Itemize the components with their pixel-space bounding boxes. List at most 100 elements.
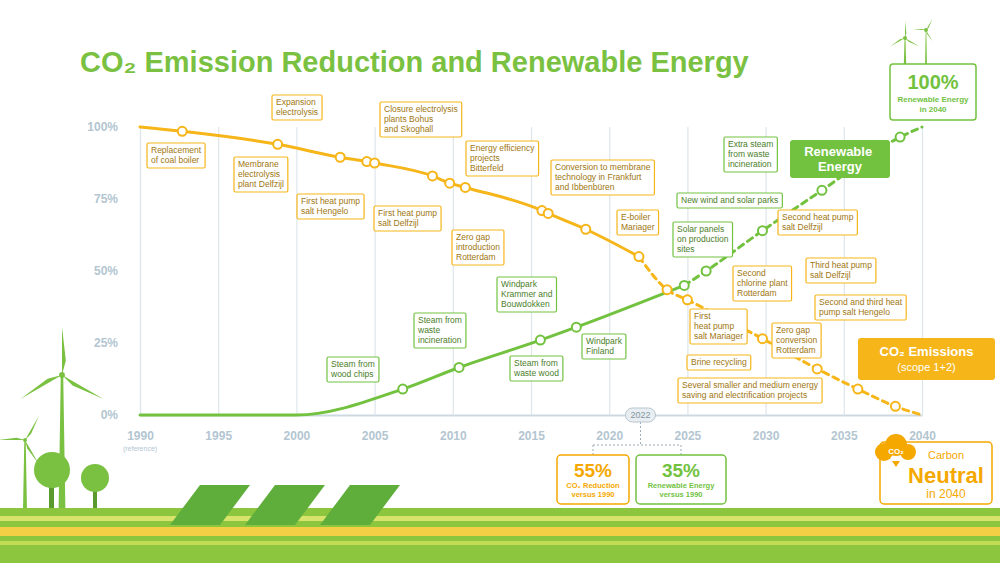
tree [34,452,70,488]
grid-line [687,127,688,415]
year-marker [625,408,655,422]
annotation-box [677,193,782,208]
solar-panel [320,485,400,525]
annotation-text: salt Delfzijl [378,218,419,228]
grid-line [453,127,454,415]
title: CO₂ Emission Reduction and Renewable Ene… [80,46,749,78]
y-tick-label: 100% [87,120,118,134]
series-line [140,285,684,415]
annotation: Several smaller and medium energysaving … [678,378,822,403]
annotation-text: introduction [456,242,500,252]
x-tick: 2040 [909,127,936,443]
turbine-blade [20,375,62,399]
annotation-text: Bitterfeld [470,163,504,173]
annotation-box [466,141,539,176]
annotation-text: electrolysis [238,169,280,179]
status-value: 55% [574,460,612,481]
annotation-text: Expansion [276,97,316,107]
cloud-arrow [892,461,900,467]
status-text: CO₂ Reduction [566,481,620,490]
turbine-hub [23,438,27,442]
series-line [140,127,639,257]
annotation-text: First heat pump [378,208,437,218]
point [758,226,767,235]
annotation-text: Energy efficiency [470,143,535,153]
annotation-box [147,143,205,168]
y-tick-label: 0% [101,408,119,422]
goal-text: Renewable Energy [897,95,969,104]
annotation-text: electrolysis [276,107,318,117]
point [461,183,470,192]
annotation-text: salt Delfzijl [782,222,823,232]
point [455,363,464,372]
goal-box [890,64,976,120]
annotation-box [617,210,659,235]
status-text: versus 1990 [572,490,615,499]
annotation-text: Extra steam [728,139,773,149]
annotation-text: waste wood [513,368,559,378]
x-tick-label: 2025 [675,429,702,443]
point [273,140,282,149]
annotation-text: incineration [728,159,772,169]
annotation-box [724,137,777,172]
series-line [639,257,922,415]
annotation-box [297,194,364,219]
tree [81,464,109,492]
annotation-text: plant Delfzijl [238,179,284,189]
point [702,267,711,276]
turbine-tower [23,440,27,508]
annotation-text: conversion [776,335,817,345]
annotation-text: Windpark [501,279,538,289]
annotation: Second heat pumpsalt Delfzijl [778,210,857,235]
turbine-blade [890,38,905,47]
point [891,402,900,411]
annotation-box [687,355,751,370]
annotation: Energy efficiencyprojectsBitterfeld [466,141,539,176]
annotation-box [815,295,906,320]
annotation-text: Steam from [331,359,375,369]
series-label: CO₂ Emissions(scope 1+2) [858,338,995,380]
x-tick-label: 2030 [753,429,780,443]
annotation-text: Second heat pump [782,212,854,222]
grid-line [140,127,141,415]
annotation-box [510,356,563,381]
annotation: Brine recycling [687,355,751,370]
annotation-box [673,222,733,257]
annotation-text: heat pump [694,321,734,331]
cloud-icon [885,434,907,456]
point [581,225,590,234]
annotation-text: New wind and solar parks [681,195,778,205]
y-tick-label: 25% [94,336,118,350]
point [663,285,672,294]
annotation-box [806,258,876,283]
goal-text: Neutral [908,463,984,488]
annotation: First heat pumpsalt Hengelo [297,194,364,219]
point [445,179,454,188]
annotation-text: projects [470,153,500,163]
turbine-blade [62,327,66,375]
annotation-text: salt Hengelo [301,206,349,216]
y-tick-label: 75% [94,192,118,206]
point [398,385,407,394]
point [178,127,187,136]
annotation-box [678,378,822,403]
annotation: Replacementof coal boiler [147,143,205,168]
x-tick-label: 2035 [831,429,858,443]
turbine-tower [904,38,906,64]
x-tick: 1995 [205,127,232,443]
series-label: Renewable Energy [790,140,890,178]
annotation-text: Rotterdam [456,252,496,262]
status-box [636,455,726,504]
annotation: Solar panelson productionsites [673,222,733,257]
annotation-text: Rotterdam [776,345,816,355]
annotation-text: sites [677,244,694,254]
turbine-hub [924,28,928,32]
annotation: Zero gapintroductionRotterdam [452,230,504,265]
annotation-box [582,334,626,359]
goal-text: Carbon [928,449,964,461]
annotation-box [452,230,504,265]
solar-panel [170,485,250,525]
annotation-text: First heat pump [301,196,360,206]
x-tick-label: 2010 [440,429,467,443]
annotation-box [414,313,466,348]
